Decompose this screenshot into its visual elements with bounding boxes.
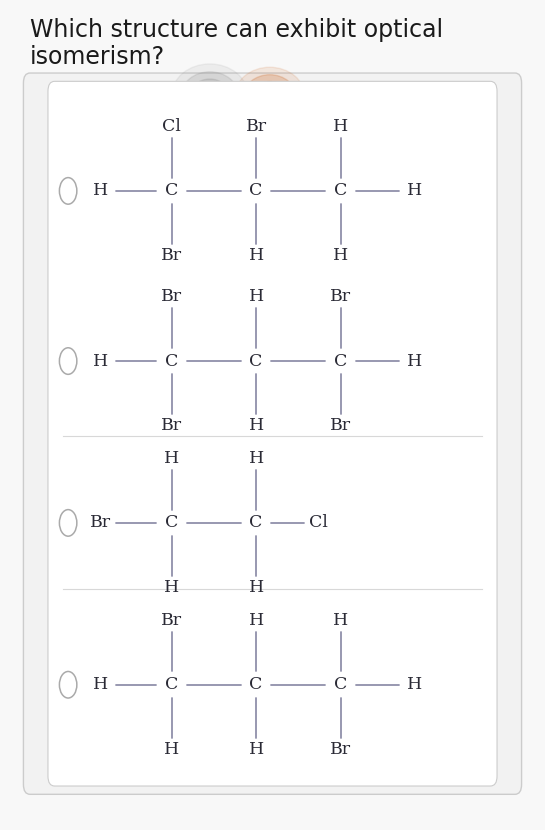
Text: H: H xyxy=(249,247,264,264)
Ellipse shape xyxy=(243,75,296,120)
Text: H: H xyxy=(333,247,348,264)
Text: H: H xyxy=(93,353,108,369)
Text: Br: Br xyxy=(330,288,351,305)
Text: H: H xyxy=(333,612,348,628)
Text: C: C xyxy=(165,353,178,369)
Text: H: H xyxy=(93,183,108,199)
Text: Br: Br xyxy=(161,288,182,305)
Text: H: H xyxy=(249,741,264,758)
Text: H: H xyxy=(164,450,179,466)
Ellipse shape xyxy=(258,87,281,107)
Ellipse shape xyxy=(234,67,305,127)
Text: H: H xyxy=(407,353,422,369)
Text: H: H xyxy=(249,288,264,305)
Text: H: H xyxy=(407,183,422,199)
Text: Br: Br xyxy=(161,612,182,628)
Text: Br: Br xyxy=(90,515,111,531)
Text: H: H xyxy=(164,579,179,596)
Text: C: C xyxy=(334,676,347,693)
Text: Which structure can exhibit optical: Which structure can exhibit optical xyxy=(30,18,443,42)
Text: H: H xyxy=(249,450,264,466)
Text: C: C xyxy=(165,515,178,531)
Text: C: C xyxy=(250,515,263,531)
Text: Br: Br xyxy=(330,417,351,434)
FancyBboxPatch shape xyxy=(23,73,522,794)
Ellipse shape xyxy=(181,72,239,119)
Text: H: H xyxy=(249,612,264,628)
Text: C: C xyxy=(250,676,263,693)
Text: H: H xyxy=(249,579,264,596)
Text: H: H xyxy=(249,417,264,434)
Text: C: C xyxy=(250,353,263,369)
Text: C: C xyxy=(165,676,178,693)
Ellipse shape xyxy=(190,79,229,112)
FancyBboxPatch shape xyxy=(48,81,497,786)
Text: H: H xyxy=(407,676,422,693)
Text: C: C xyxy=(250,183,263,199)
Text: isomerism?: isomerism? xyxy=(30,45,165,69)
Text: Br: Br xyxy=(161,417,182,434)
Text: Cl: Cl xyxy=(310,515,328,531)
Text: H: H xyxy=(164,741,179,758)
Text: Br: Br xyxy=(161,247,182,264)
Text: H: H xyxy=(333,118,348,134)
Text: Br: Br xyxy=(330,741,351,758)
Ellipse shape xyxy=(204,90,216,100)
Text: C: C xyxy=(334,353,347,369)
Ellipse shape xyxy=(198,85,222,105)
Ellipse shape xyxy=(251,81,288,113)
Text: Cl: Cl xyxy=(162,118,181,134)
Ellipse shape xyxy=(172,64,248,127)
Ellipse shape xyxy=(264,93,275,101)
Text: C: C xyxy=(165,183,178,199)
Text: C: C xyxy=(334,183,347,199)
Text: H: H xyxy=(93,676,108,693)
Text: Br: Br xyxy=(246,118,267,134)
